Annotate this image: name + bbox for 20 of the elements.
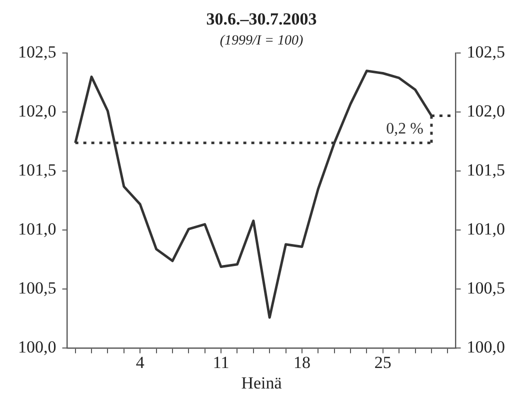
y2-tick-label: 100,5: [466, 278, 505, 298]
y2-tick-label: 101,0: [466, 220, 505, 239]
y2-tick-label: 101,5: [466, 160, 505, 180]
x-tick-label: 18: [293, 352, 310, 372]
y-tick-label: 101,0: [18, 220, 56, 239]
chart-title: 30.6.–30.7.2003: [206, 10, 317, 29]
y-tick-label: 100,5: [18, 278, 56, 298]
y-tick-label: 100,0: [18, 338, 56, 357]
y2-tick-label: 102,5: [466, 42, 505, 62]
x-tick-label: 4: [136, 352, 145, 372]
x-tick-label: 25: [374, 352, 392, 372]
y-tick-label: 102,5: [18, 42, 56, 62]
annotation: 0,2 %: [386, 120, 424, 138]
y-tick-label: 101,5: [18, 160, 56, 180]
y2-tick-label: 100,0: [466, 338, 505, 357]
x-axis-title: Heinä: [241, 373, 282, 392]
y2-tick-label: 102,0: [466, 102, 505, 121]
x-tick-label: 11: [212, 352, 230, 372]
chart-subtitle: (1999/I = 100): [220, 33, 304, 48]
y-tick-label: 102,0: [18, 102, 56, 121]
